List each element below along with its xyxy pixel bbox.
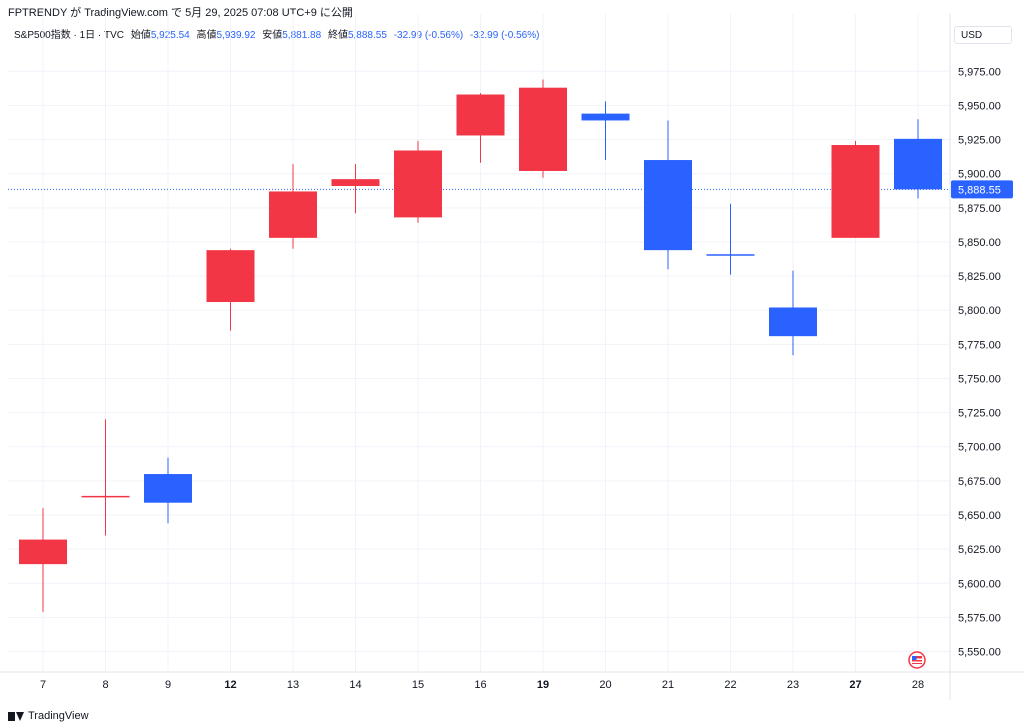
y-tick-label: 5,875.00 — [958, 203, 1001, 215]
last-price-label: 5,888.55 — [958, 184, 1001, 196]
close-label: 終値 — [327, 30, 348, 41]
currency-selector[interactable]: USD — [954, 26, 1012, 44]
open-label: 始値 — [130, 30, 151, 41]
time-axis: 7 8 9 12 13 14 15 16 19 20 21 22 23 27 28 — [0, 671, 1024, 691]
brand-name: TradingView — [28, 710, 89, 722]
us-flag-icon — [908, 651, 926, 669]
x-tick-label: 23 — [787, 679, 799, 691]
x-tick-label: 12 — [224, 679, 236, 691]
candlestick-chart[interactable]: 5,550.00 5,575.00 5,600.00 5,625.00 5,650.00… — [0, 0, 1024, 700]
candle-body — [144, 474, 192, 503]
candles-layer — [19, 79, 942, 612]
candle — [644, 120, 692, 270]
candle-body — [831, 145, 880, 238]
x-tick-label: 20 — [599, 679, 611, 691]
candle — [894, 119, 942, 199]
candle — [519, 79, 567, 178]
change-value-2: -32.99 (-0.56%) — [469, 30, 540, 41]
candle-body — [81, 495, 130, 498]
x-tick-label: 27 — [849, 679, 861, 691]
flag-stripe-white — [912, 658, 922, 660]
change-value: -32.99 (-0.56%) — [393, 30, 464, 41]
x-tick-label: 15 — [412, 679, 424, 691]
high-label: 高値 — [196, 30, 217, 41]
candle — [19, 508, 67, 612]
y-tick-label: 5,825.00 — [958, 271, 1001, 283]
candle-body — [269, 191, 317, 238]
candle — [331, 164, 380, 214]
y-tick-label: 5,775.00 — [958, 339, 1001, 351]
y-tick-label: 5,700.00 — [958, 442, 1001, 454]
open-value: 5,925.54 — [150, 30, 190, 41]
close-value: 5,888.55 — [347, 30, 387, 41]
candle — [394, 140, 442, 223]
last-price-tag — [951, 180, 1013, 199]
candle-body — [394, 150, 442, 218]
high-value: 5,939.92 — [216, 30, 256, 41]
flag-stripe-white — [912, 661, 922, 663]
y-tick-label: 5,575.00 — [958, 612, 1001, 624]
y-tick-label: 5,675.00 — [958, 476, 1001, 488]
candle-body — [581, 113, 630, 121]
price-axis: 5,550.00 5,575.00 5,600.00 5,625.00 5,650.00… — [949, 14, 1013, 700]
candle — [769, 270, 817, 356]
candle-body — [769, 307, 817, 337]
y-tick-label: 5,550.00 — [958, 647, 1001, 659]
candle — [581, 101, 630, 161]
symbol-label[interactable]: S&P500指数 · 1日 · TVC — [14, 30, 125, 41]
x-tick-label: 21 — [662, 679, 674, 691]
candle-body — [456, 94, 505, 136]
y-tick-label: 5,725.00 — [958, 408, 1001, 420]
tradingview-brand: TradingView — [8, 710, 89, 722]
y-tick-label: 5,900.00 — [958, 169, 1001, 181]
y-tick-label: 5,950.00 — [958, 100, 1001, 112]
x-tick-label: 13 — [287, 679, 299, 691]
x-tick-label: 9 — [165, 679, 171, 691]
x-tick-label: 19 — [537, 679, 549, 691]
x-tick-label: 7 — [40, 679, 46, 691]
x-tick-label: 8 — [102, 679, 108, 691]
candle — [81, 419, 130, 536]
candle — [456, 93, 505, 163]
candle-body — [894, 138, 942, 190]
tradingview-logo-icon — [8, 711, 24, 721]
x-tick-label: 16 — [474, 679, 486, 691]
ohlc-legend: S&P500指数 · 1日 · TVC 始値5,925.54 高値5,939.9… — [14, 26, 539, 41]
publish-credit: FPTRENDY が TradingView.com で 5月 29, 2025… — [8, 7, 353, 19]
x-tick-label: 22 — [724, 679, 736, 691]
y-tick-label: 5,650.00 — [958, 510, 1001, 522]
y-tick-label: 5,850.00 — [958, 237, 1001, 249]
low-value: 5,881.88 — [282, 30, 322, 41]
candle — [144, 457, 192, 524]
candle — [206, 248, 255, 331]
candle — [706, 203, 755, 275]
candle-body — [19, 539, 67, 565]
x-tick-label: 14 — [349, 679, 361, 691]
flag-canton — [912, 656, 917, 660]
low-label: 安値 — [262, 30, 283, 41]
y-tick-label: 5,925.00 — [958, 135, 1001, 147]
candle-body — [206, 250, 255, 303]
candle — [831, 140, 880, 238]
candle-body — [644, 160, 692, 251]
y-tick-label: 5,800.00 — [958, 305, 1001, 317]
y-tick-label: 5,750.00 — [958, 373, 1001, 385]
candle-body — [331, 179, 380, 186]
candle-body — [519, 87, 567, 171]
x-tick-label: 28 — [912, 679, 924, 691]
y-tick-label: 5,975.00 — [958, 66, 1001, 78]
candle-body — [706, 254, 755, 256]
y-tick-label: 5,625.00 — [958, 544, 1001, 556]
candle — [269, 164, 317, 249]
y-tick-label: 5,600.00 — [958, 578, 1001, 590]
